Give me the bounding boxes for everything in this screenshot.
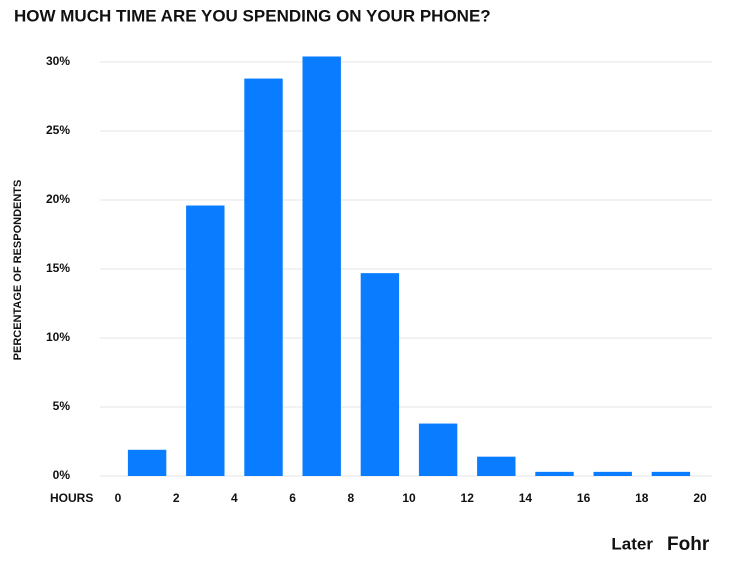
x-tick-label: 20 <box>693 491 707 505</box>
bar <box>535 471 574 476</box>
bar <box>127 449 167 476</box>
x-tick-label: 16 <box>577 491 591 505</box>
x-axis-label: HOURS <box>50 491 93 505</box>
bar <box>186 205 225 476</box>
bar <box>477 456 516 476</box>
x-tick-label: 2 <box>173 491 180 505</box>
y-tick-label: 15% <box>46 261 70 275</box>
bar <box>651 471 691 476</box>
bar <box>360 273 400 476</box>
bar <box>302 56 341 476</box>
bar <box>244 78 283 476</box>
y-tick-label: 10% <box>46 330 70 344</box>
x-tick-label: 8 <box>347 491 354 505</box>
y-axis-label: PERCENTAGE OF RESPONDENTS <box>12 180 24 361</box>
y-tick-label: 0% <box>53 468 71 482</box>
y-tick-label: 5% <box>53 399 71 413</box>
x-tick-label: 4 <box>231 491 238 505</box>
x-tick-label: 6 <box>289 491 296 505</box>
x-tick-label: 14 <box>519 491 533 505</box>
chart-title: HOW MUCH TIME ARE YOU SPENDING ON YOUR P… <box>14 6 491 25</box>
x-tick-label: 18 <box>635 491 649 505</box>
x-tick-label: 0 <box>115 491 122 505</box>
x-tick-label: 10 <box>402 491 416 505</box>
brand-logo: Fohr <box>667 534 710 555</box>
bar <box>418 423 458 476</box>
y-tick-label: 20% <box>46 192 70 206</box>
x-tick-label: 12 <box>461 491 475 505</box>
brand-logo: Later <box>611 534 653 553</box>
y-tick-label: 30% <box>46 54 70 68</box>
y-tick-label: 25% <box>46 123 70 137</box>
bar <box>593 471 632 476</box>
